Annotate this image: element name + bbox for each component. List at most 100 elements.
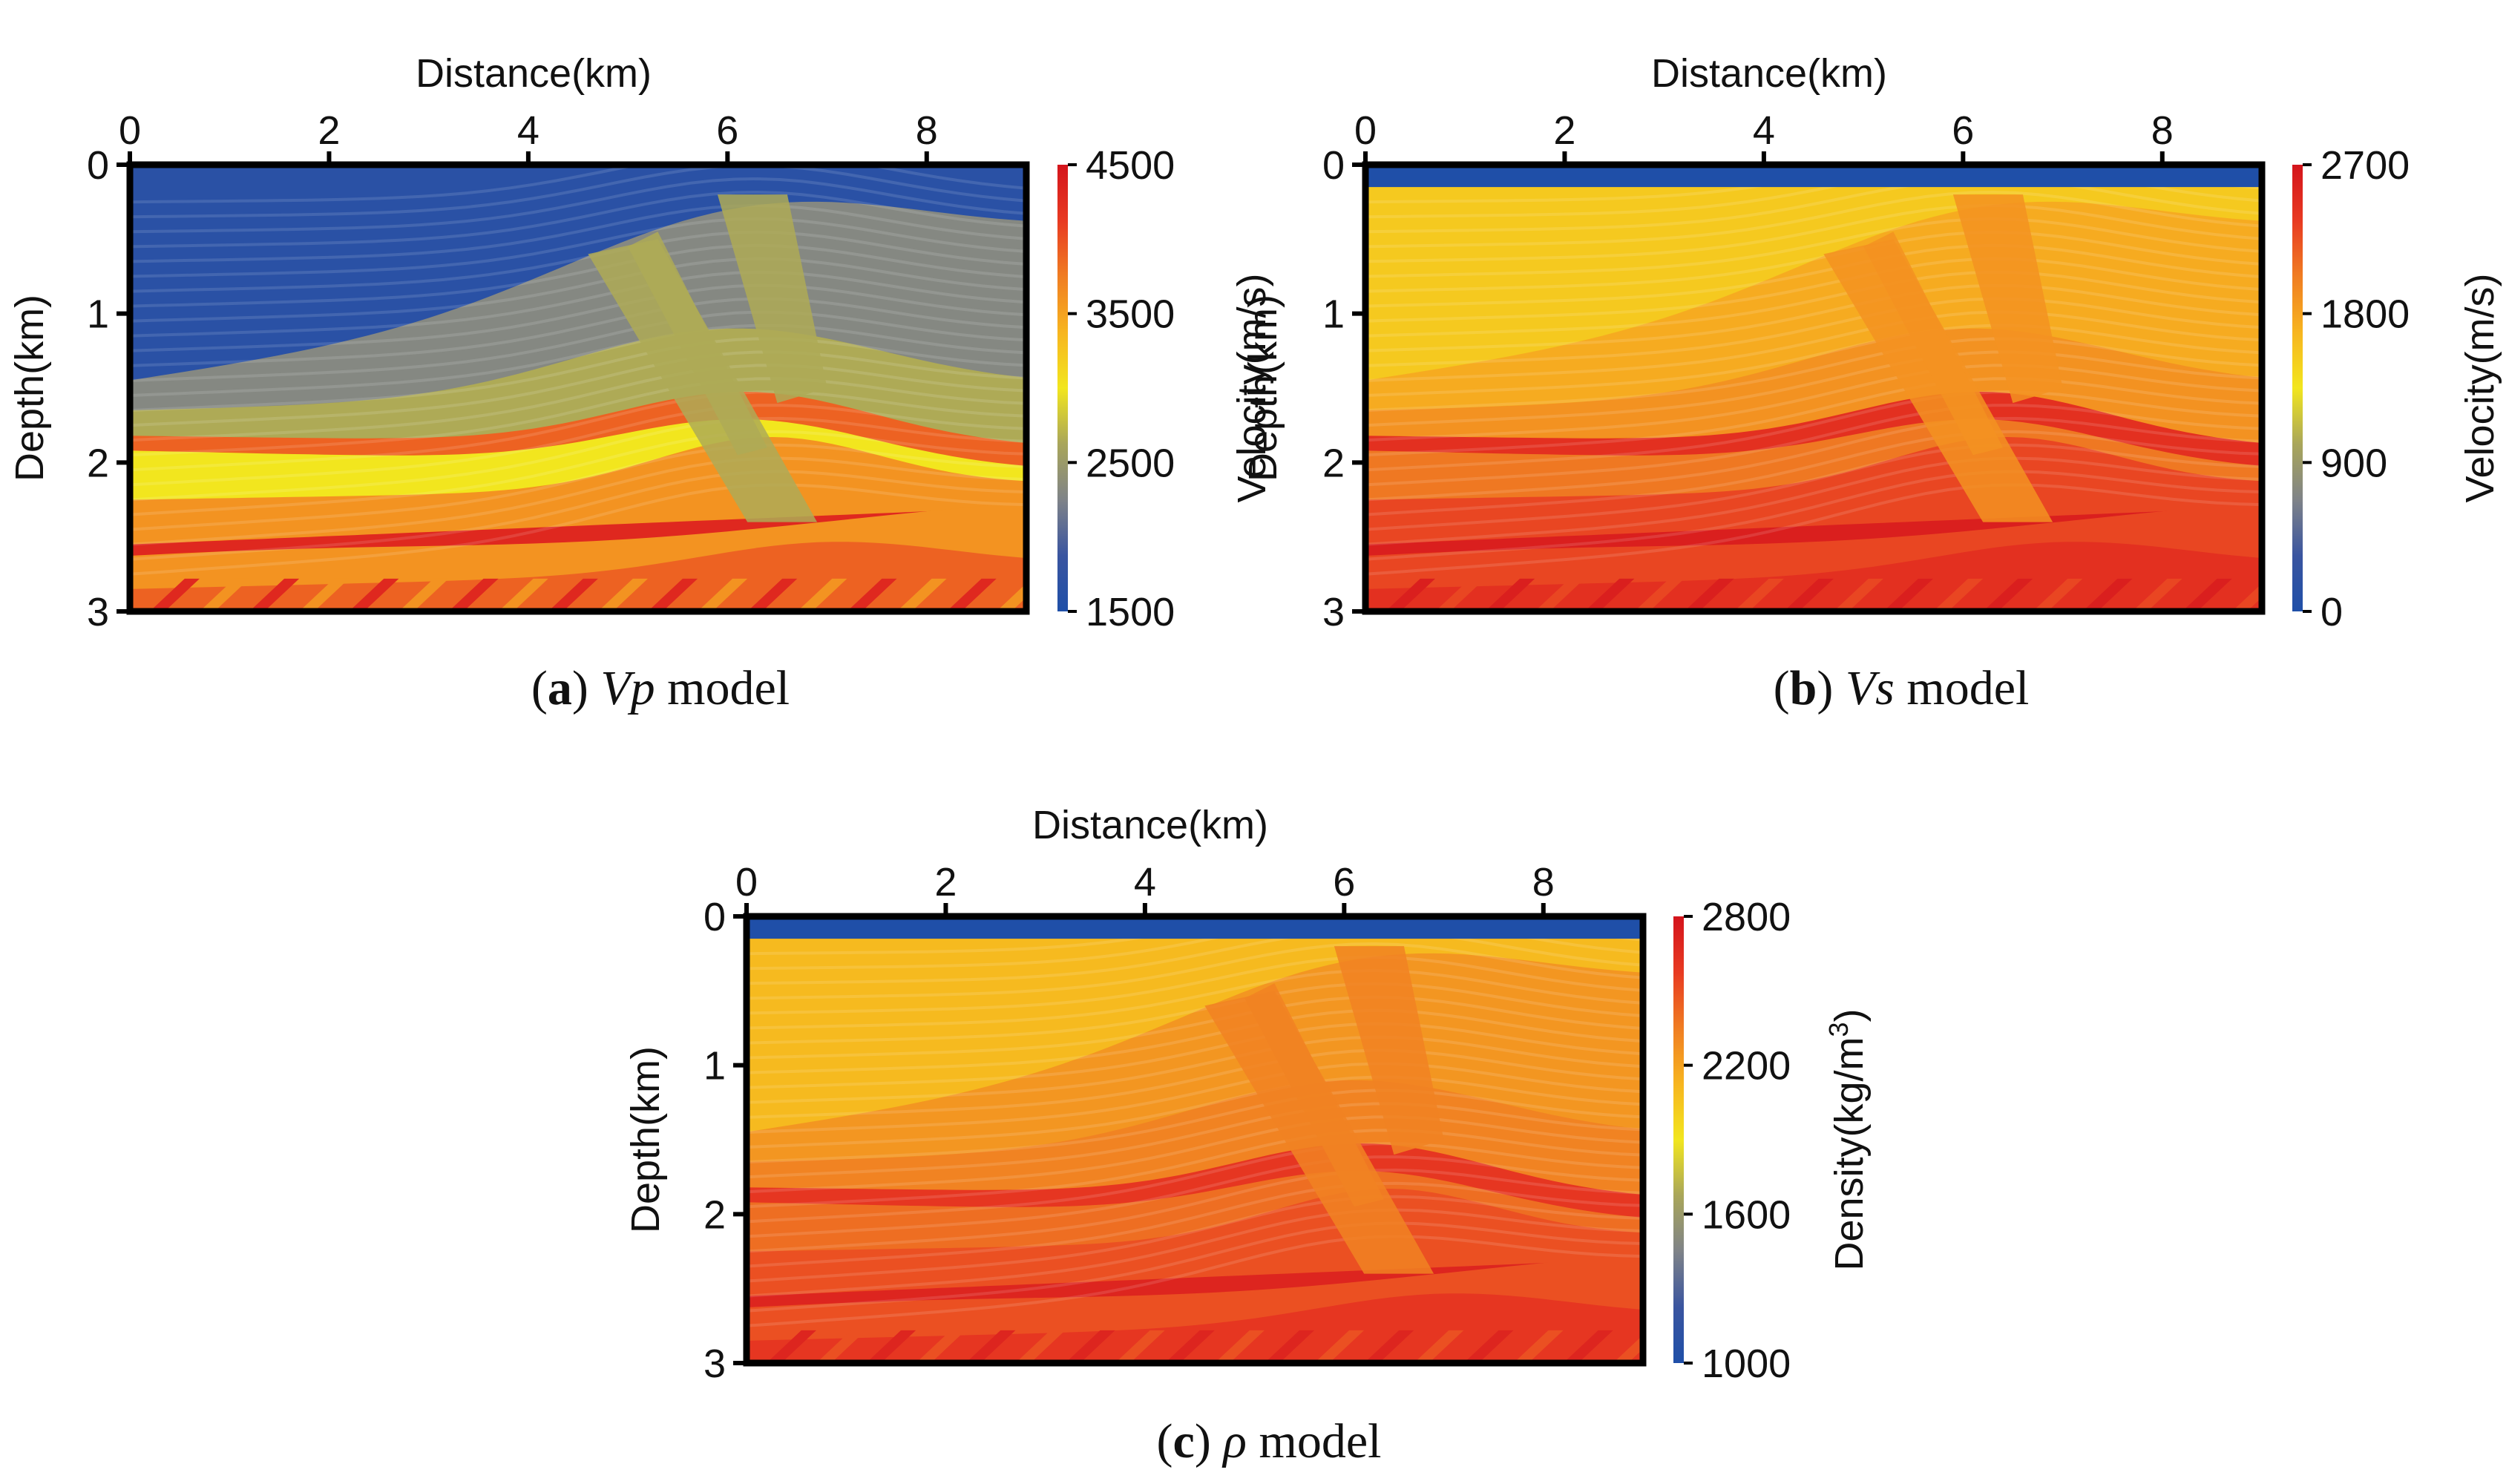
y-tick-label: 0 xyxy=(1322,143,1345,188)
y-tick-label: 2 xyxy=(703,1192,726,1237)
x-tick-label: 4 xyxy=(517,108,539,153)
strata-line xyxy=(747,1048,1643,1119)
basement-stripe xyxy=(597,578,648,611)
basement-stripe xyxy=(448,578,499,611)
basement-stripe xyxy=(1933,578,1984,611)
strata-line xyxy=(130,470,1026,561)
caption-letter: c xyxy=(1172,1414,1195,1468)
strata-line xyxy=(1365,243,2262,308)
model-image xyxy=(747,916,1643,1363)
strata-line xyxy=(130,443,1026,531)
water-layer xyxy=(1365,165,2262,188)
layer-band xyxy=(747,1293,1643,1363)
colorbar-tick-label: 900 xyxy=(2321,441,2387,485)
basement-stripe xyxy=(1563,1330,1613,1363)
strata-line xyxy=(747,1142,1643,1224)
caption-b: (b) Vs model xyxy=(1773,661,2030,715)
basement-stripe xyxy=(698,578,748,611)
basement-stripe xyxy=(1214,1330,1265,1363)
y-tick-label: 1 xyxy=(87,292,109,337)
strata-line xyxy=(1365,390,2262,472)
strata-line xyxy=(130,230,1026,293)
strata-line xyxy=(130,324,1026,397)
basement-stripe xyxy=(747,578,798,611)
strata-line xyxy=(130,310,1026,382)
strata-line xyxy=(747,982,1643,1045)
y-tick-label: 3 xyxy=(87,590,109,634)
strata-line xyxy=(1365,416,2262,502)
colorbar xyxy=(1057,165,1068,611)
strata-line xyxy=(747,1168,1643,1253)
strata-line xyxy=(130,270,1026,338)
strata-line xyxy=(1365,430,2262,516)
strata-line xyxy=(747,1089,1643,1164)
y-axis-label: Depth(km) xyxy=(7,295,52,482)
strata-line xyxy=(1365,377,2262,457)
x-tick-label: 4 xyxy=(1134,860,1156,904)
strata-line xyxy=(747,942,1643,1000)
y-tick-label: 0 xyxy=(703,895,726,939)
plot-frame xyxy=(743,913,1647,1367)
strata-line xyxy=(1365,404,2262,487)
basement-stripe xyxy=(916,1330,966,1363)
basement-stripe xyxy=(1264,1330,1315,1363)
strata-line xyxy=(130,456,1026,546)
colorbar-tick-label: 1500 xyxy=(1086,590,1175,634)
basement-stripe xyxy=(1485,578,1535,611)
x-axis-label: Distance(km) xyxy=(1032,803,1268,847)
colorbar xyxy=(1673,916,1684,1363)
strata-line xyxy=(747,968,1643,1030)
x-tick-label: 6 xyxy=(716,108,738,153)
basement-stripe xyxy=(1115,1330,1165,1363)
caption-c: (c) ρ model xyxy=(1156,1414,1382,1468)
basement-stripe xyxy=(1613,1335,1643,1363)
basement-stripe xyxy=(1463,1330,1514,1363)
x-tick-label: 4 xyxy=(1753,108,1775,153)
strata-line xyxy=(747,1115,1643,1194)
basement-stripe xyxy=(1065,1330,1115,1363)
strata-line xyxy=(1365,350,2262,427)
colorbar-label-end: ) xyxy=(1827,1008,1872,1022)
basement-stripe xyxy=(299,578,350,611)
basement-stripe xyxy=(2082,578,2133,611)
x-tick-label: 6 xyxy=(1333,860,1355,904)
strata-line xyxy=(747,1208,1643,1298)
caption-suffix: model xyxy=(667,661,790,715)
model-image xyxy=(1365,165,2262,611)
y-axis-label: Depth(km) xyxy=(1241,295,1285,482)
strata-line xyxy=(130,257,1026,323)
colorbar-label: Density(kg/m3) xyxy=(1823,1008,1872,1270)
strata-line xyxy=(1365,217,2262,278)
caption-suffix: model xyxy=(1259,1414,1382,1468)
strata-line xyxy=(130,337,1026,413)
strata-line xyxy=(130,390,1026,472)
strata-line xyxy=(747,928,1643,985)
fault-block xyxy=(628,232,767,456)
water-layer xyxy=(747,916,1643,939)
basement-stripe xyxy=(1414,1330,1464,1363)
strata-line xyxy=(747,1221,1643,1313)
plot-frame xyxy=(1362,161,2266,615)
strata-line xyxy=(1365,190,2262,249)
strata-line xyxy=(1365,283,2262,352)
basement-stripe xyxy=(1434,578,1486,611)
basement-stripe xyxy=(498,578,548,611)
fault-block xyxy=(1334,946,1444,1155)
strata-line xyxy=(130,364,1026,442)
basement-stripe xyxy=(1734,578,1784,611)
colorbar-tick-label: 2700 xyxy=(2321,143,2410,188)
strata-line xyxy=(130,190,1026,249)
model-image xyxy=(130,165,1026,611)
y-tick-label: 1 xyxy=(703,1044,726,1089)
caption-a: (a) Vp model xyxy=(531,661,790,715)
basement-stripe xyxy=(1513,1330,1564,1363)
colorbar xyxy=(2292,165,2303,611)
strata-line xyxy=(747,1008,1643,1074)
caption-symbol: Vs xyxy=(1845,661,1895,715)
y-tick-label: 3 xyxy=(703,1342,726,1386)
strata-line xyxy=(130,416,1026,502)
x-axis-label: Distance(km) xyxy=(416,51,652,96)
strata-line xyxy=(130,430,1026,516)
